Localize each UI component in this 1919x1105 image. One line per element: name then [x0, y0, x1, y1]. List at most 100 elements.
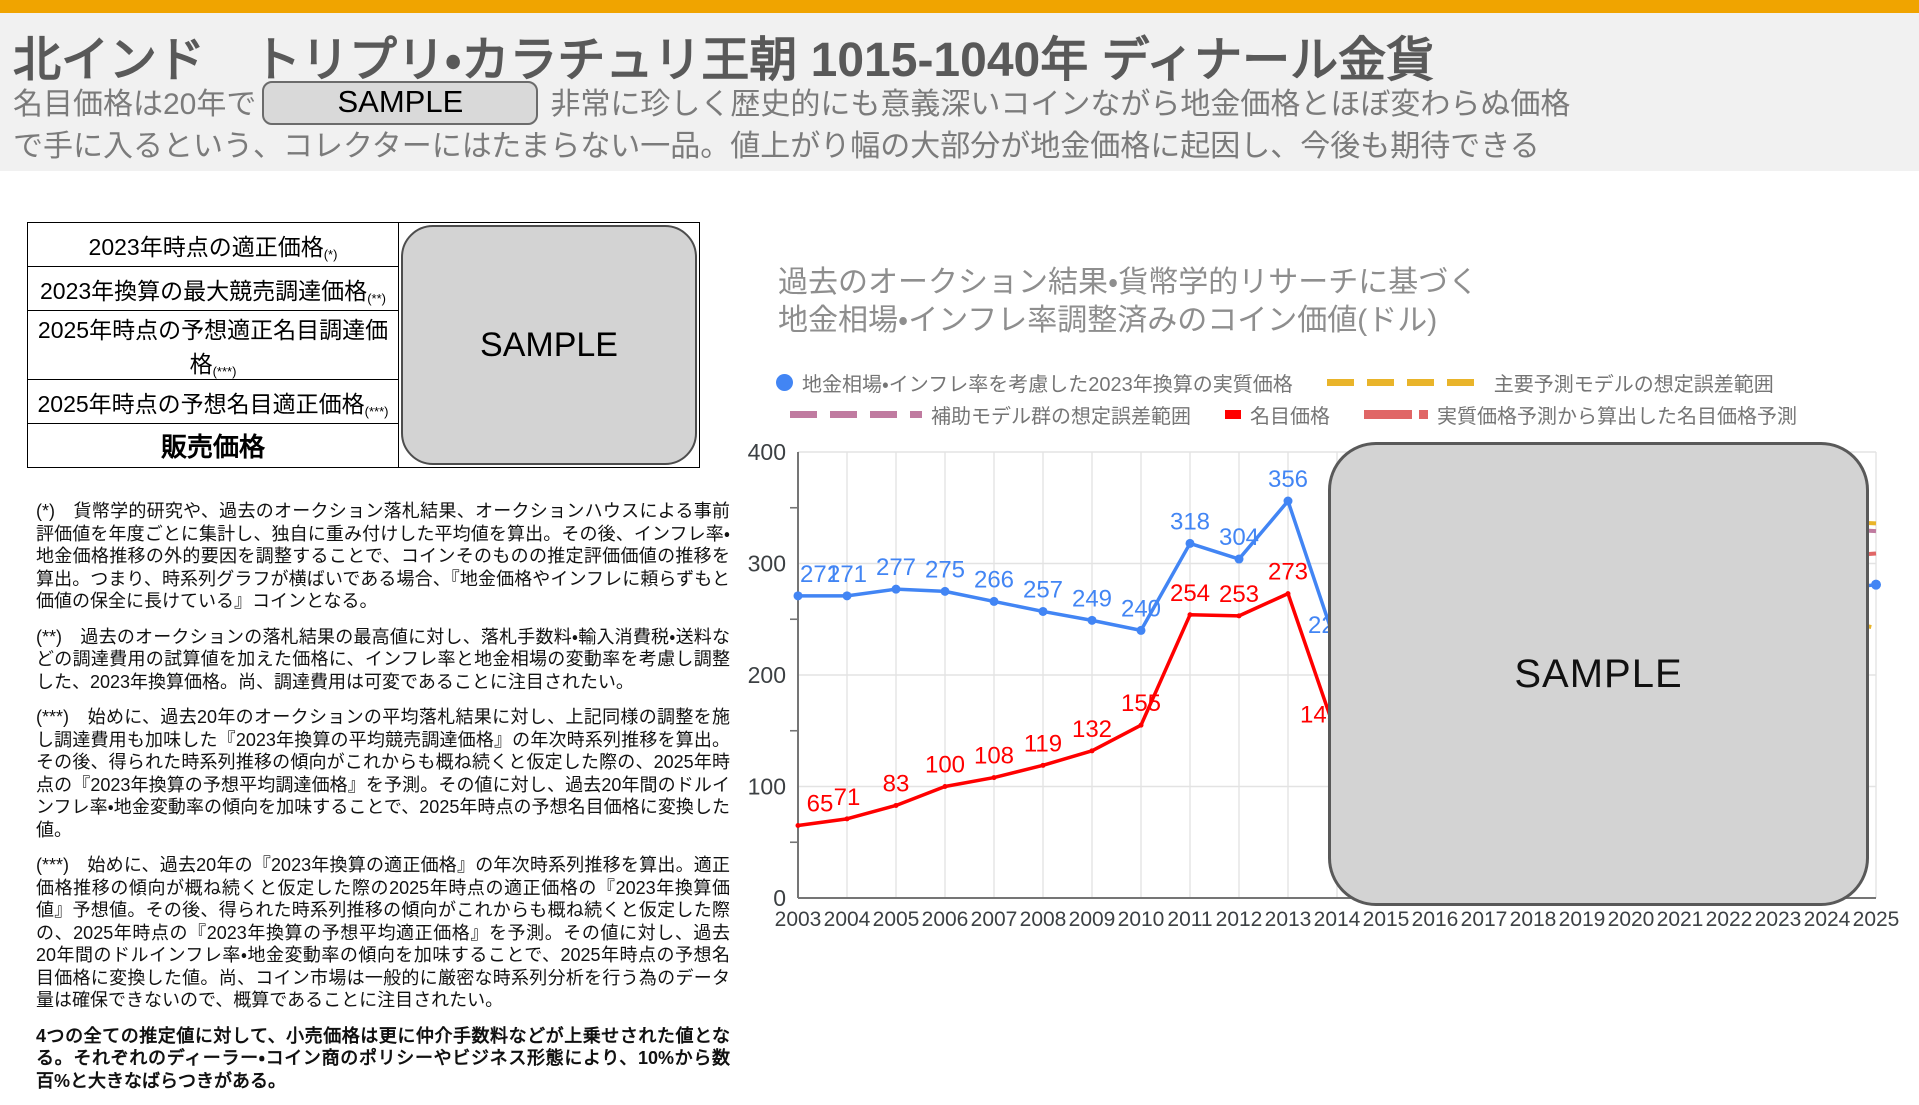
price-table-row: 2023年時点の適正価格(*) SAMPLE	[27, 222, 700, 468]
svg-text:2003: 2003	[775, 908, 822, 931]
svg-text:2010: 2010	[1118, 908, 1165, 931]
footnote-retail-disclaimer: 4つの全ての推定値に対して、小売価格は更に仲介手数料などが上乗せされた値となる。…	[36, 1025, 730, 1091]
subtitle-suffix: 非常に珍しく歴史的にも意義深いコインながら地金価格とほぼ変わらぬ価格で手に入ると…	[13, 87, 1571, 163]
svg-text:2020: 2020	[1608, 908, 1655, 931]
table-sample-box: SAMPLE	[401, 225, 697, 465]
svg-text:2018: 2018	[1510, 908, 1557, 931]
svg-text:2004: 2004	[824, 908, 871, 931]
svg-text:356: 356	[1268, 466, 1308, 493]
svg-text:2007: 2007	[971, 908, 1018, 931]
svg-text:132: 132	[1072, 716, 1112, 743]
legend-label: 主要予測モデルの想定誤差範囲	[1493, 374, 1774, 396]
svg-text:100: 100	[925, 752, 965, 779]
svg-text:318: 318	[1170, 508, 1210, 535]
svg-text:2009: 2009	[1069, 908, 1116, 931]
legend-item: 名目価格	[1225, 400, 1330, 429]
chart-title: 過去のオークション結果・貨幣学的リサーチに基づく 地金相場・インフレ率調整済みの…	[778, 264, 1478, 340]
chart-sample-overlay: SAMPLE	[1328, 442, 1869, 906]
svg-text:254: 254	[1170, 580, 1210, 607]
footnote-paragraph: (**) 過去のオークションの落札結果の最高値に対し、落札手数料・輸入消費税・送…	[36, 626, 730, 692]
svg-text:200: 200	[748, 662, 786, 688]
svg-text:155: 155	[1121, 690, 1161, 717]
svg-text:2015: 2015	[1363, 908, 1410, 931]
svg-text:100: 100	[748, 774, 786, 800]
chart-title-line1: 過去のオークション結果・貨幣学的リサーチに基づく	[778, 266, 1479, 299]
legend-dashed-line-icon	[1326, 379, 1485, 386]
legend-item: 主要予測モデルの想定誤差範囲	[1326, 368, 1774, 397]
legend-label: 実質価格予測から算出した名目価格予測	[1437, 406, 1797, 428]
legend-square-icon	[1225, 410, 1241, 419]
legend-item: 補助モデル群の想定誤差範囲	[790, 400, 1191, 429]
price-table-row: 2023年換算の最大競売調達価格(**)	[27, 266, 700, 311]
price-table: 2023年時点の適正価格(*) SAMPLE 2023年換算の最大競売調達価格(**…	[27, 222, 700, 468]
svg-text:2023: 2023	[1755, 908, 1802, 931]
chart-title-line2: 地金相場・インフレ率調整済みのコイン価値(ドル)	[778, 304, 1438, 337]
svg-text:2012: 2012	[1216, 908, 1263, 931]
legend-dot-icon	[776, 374, 793, 391]
svg-text:253: 253	[1219, 581, 1259, 608]
page-title: 北インド トリプリ・カラチュリ王朝 1015-1040年 ディナール金貨	[13, 34, 1435, 87]
svg-text:2016: 2016	[1412, 908, 1459, 931]
svg-text:271: 271	[800, 561, 840, 588]
subtitle-sample-box: SAMPLE	[262, 81, 539, 125]
footnote-paragraph: (*) 貨幣学的研究や、過去のオークション落札結果、オークションハウスによる事前…	[36, 501, 730, 611]
price-row-footnote-marker: (*)	[323, 246, 338, 262]
svg-text:2019: 2019	[1559, 908, 1606, 931]
svg-text:2024: 2024	[1804, 908, 1851, 931]
svg-text:0: 0	[773, 885, 786, 911]
legend-label: 地金相場・インフレ率を考慮した2023年換算の実質価格	[802, 374, 1293, 396]
legend-label: 名目価格	[1250, 406, 1330, 428]
svg-text:83: 83	[883, 770, 910, 797]
legend-dash-dot-icon	[1364, 410, 1428, 419]
subtitle-prefix: 名目価格は20年で	[13, 87, 257, 121]
svg-text:249: 249	[1072, 585, 1112, 612]
price-row-label: 2025年時点の予想適正名目調達価格(***)	[27, 310, 399, 380]
svg-text:2006: 2006	[922, 908, 969, 931]
svg-text:2022: 2022	[1706, 908, 1753, 931]
price-row-label: 2023年時点の適正価格(*)	[27, 222, 399, 267]
svg-text:273: 273	[1268, 559, 1308, 586]
svg-text:400: 400	[748, 440, 786, 465]
subtitle: 名目価格は20年で SAMPLE 非常に珍しく歴史的にも意義深いコインながら地金価格…	[13, 81, 1573, 165]
svg-text:65: 65	[807, 791, 834, 818]
svg-text:2025: 2025	[1853, 908, 1900, 931]
price-value-cell: SAMPLE	[398, 222, 700, 468]
svg-text:277: 277	[876, 554, 916, 581]
svg-text:108: 108	[974, 743, 1014, 770]
svg-text:2005: 2005	[873, 908, 920, 931]
price-row-footnote-marker: (***)	[364, 403, 389, 419]
header: 北インド トリプリ・カラチュリ王朝 1015-1040年 ディナール金貨 名目価…	[0, 13, 1919, 171]
svg-text:266: 266	[974, 566, 1014, 593]
svg-text:2017: 2017	[1461, 908, 1508, 931]
footnote-paragraph: (***) 始めに、過去20年のオークションの平均落札結果に対し、上記同様の調整…	[36, 707, 730, 840]
price-row-label: 販売価格	[27, 423, 399, 468]
legend-item: 実質価格予測から算出した名目価格予測	[1364, 400, 1797, 429]
price-row-label: 2025年時点の予想名目適正価格(***)	[27, 379, 399, 424]
svg-text:271: 271	[827, 561, 867, 588]
footnote-paragraph: (***) 始めに、過去20年の『2023年換算の適正価格』の年次時系列推移を算…	[36, 855, 730, 1010]
legend-label: 補助モデル群の想定誤差範囲	[931, 406, 1191, 428]
chart-legend-row-2: 補助モデル群の想定誤差範囲 名目価格 実質価格予測から算出した名目価格予測	[790, 400, 1831, 429]
svg-text:2013: 2013	[1265, 908, 1312, 931]
svg-text:2014: 2014	[1314, 908, 1361, 931]
chart-sample-label: SAMPLE	[1514, 651, 1683, 696]
price-table-row: 2025年時点の予想適正名目調達価格(***)	[27, 310, 700, 380]
legend-dashed-line-icon	[790, 411, 922, 418]
svg-text:300: 300	[748, 551, 786, 577]
svg-text:257: 257	[1023, 576, 1063, 603]
legend-item: 地金相場・インフレ率を考慮した2023年換算の実質価格	[776, 368, 1293, 397]
svg-text:2008: 2008	[1020, 908, 1067, 931]
svg-text:2011: 2011	[1167, 908, 1212, 931]
svg-text:275: 275	[925, 556, 965, 583]
footnotes: (*) 貨幣学的研究や、過去のオークション落札結果、オークションハウスによる事前…	[36, 500, 730, 1105]
svg-text:71: 71	[834, 784, 861, 811]
chart-section: 過去のオークション結果・貨幣学的リサーチに基づく 地金相場・インフレ率調整済みの…	[640, 250, 1919, 1083]
svg-text:240: 240	[1121, 595, 1161, 622]
chart-legend-row-1: 地金相場・インフレ率を考慮した2023年換算の実質価格 主要予測モデルの想定誤差範…	[776, 368, 1808, 397]
svg-text:119: 119	[1024, 730, 1062, 757]
price-row-footnote-marker: (**)	[367, 290, 386, 306]
svg-text:2021: 2021	[1657, 908, 1704, 931]
price-row-footnote-marker: (***)	[212, 364, 237, 379]
top-accent-bar	[0, 0, 1919, 13]
svg-text:304: 304	[1219, 524, 1259, 551]
